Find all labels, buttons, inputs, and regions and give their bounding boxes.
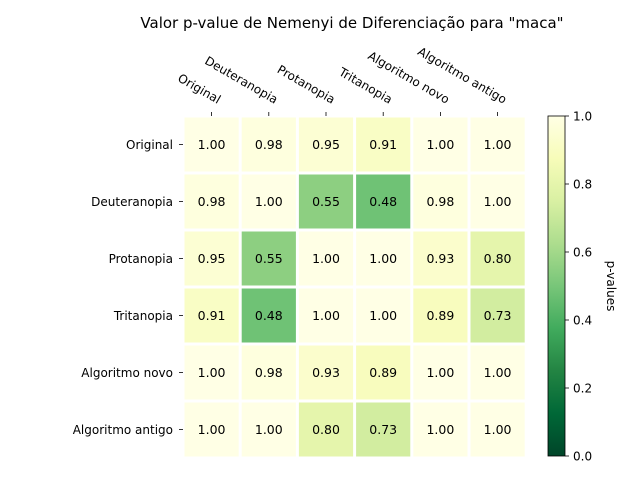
heatmap-cell — [413, 231, 468, 286]
cell-value-label: 0.98 — [198, 194, 226, 209]
colorbar: 0.0 0.2 0.4 0.6 0.8 1.0 p-values — [547, 110, 618, 464]
heatmap-cell — [470, 231, 525, 286]
cell-value-label: 0.73 — [369, 422, 397, 437]
cell-value-label: 0.98 — [255, 137, 283, 152]
heatmap-cell — [184, 117, 239, 172]
heatmap-cell — [413, 345, 468, 400]
cell-value-label: 1.00 — [198, 137, 226, 152]
cell-value-label: 1.00 — [198, 365, 226, 380]
cell-value-label: 0.55 — [255, 251, 283, 266]
heatmap-cell — [241, 174, 296, 229]
heatmap-cell — [298, 231, 354, 286]
heatmap-cell — [241, 402, 296, 457]
y-tick-label: Deuteranopia — [91, 195, 173, 209]
chart-title: Valor p-value de Nemenyi de Diferenciaçã… — [140, 14, 563, 32]
heatmap-cell — [356, 174, 411, 229]
cell-value-label: 1.00 — [484, 194, 512, 209]
cell-value-label: 0.91 — [369, 137, 397, 152]
cell-value-label: 0.48 — [255, 308, 283, 323]
colorbar-tick-label: 0.6 — [573, 246, 592, 260]
cell-value-label: 0.98 — [255, 365, 283, 380]
cell-value-label: 1.00 — [426, 137, 454, 152]
heatmap-cell — [470, 345, 525, 400]
cell-value-label: 0.93 — [312, 365, 340, 380]
heatmap-cell — [184, 231, 239, 286]
colorbar-tick-label: 0.0 — [573, 450, 592, 464]
cell-value-label: 1.00 — [484, 422, 512, 437]
cell-value-label: 0.80 — [484, 251, 512, 266]
x-tick-label: Protanopia — [275, 62, 338, 106]
cell-value-label: 1.00 — [198, 422, 226, 437]
heatmap-cell — [356, 117, 411, 172]
x-tick-label: Original — [175, 71, 223, 107]
heatmap-cell — [184, 288, 239, 343]
heatmap-cell — [470, 174, 525, 229]
heatmap-cell — [413, 117, 468, 172]
heatmap-cell — [356, 402, 411, 457]
heatmap-cell — [413, 402, 468, 457]
heatmap-cell — [413, 174, 468, 229]
cell-value-label: 0.93 — [426, 251, 454, 266]
cell-value-label: 1.00 — [426, 365, 454, 380]
cell-value-label: 0.89 — [426, 308, 454, 323]
heatmap-cell — [470, 117, 525, 172]
cell-value-label: 1.00 — [484, 365, 512, 380]
heatmap-cell — [184, 174, 239, 229]
x-tick-labels: OriginalDeuteranopiaProtanopiaTritanopia… — [175, 44, 509, 116]
cell-value-label: 1.00 — [426, 422, 454, 437]
heatmap-cell — [184, 402, 239, 457]
colorbar-ticks: 0.0 0.2 0.4 0.6 0.8 1.0 — [565, 110, 592, 464]
cell-value-label: 0.95 — [312, 137, 340, 152]
heatmap-cell — [356, 288, 411, 343]
heatmap-cell — [470, 402, 525, 457]
heatmap-cell — [241, 288, 296, 343]
cell-value-label: 0.48 — [369, 194, 397, 209]
heatmap-cell — [241, 117, 296, 172]
cell-value-label: 0.95 — [198, 251, 226, 266]
cell-value-label: 0.73 — [484, 308, 512, 323]
heatmap-cell — [413, 288, 468, 343]
heatmap-cell — [184, 345, 239, 400]
cell-value-label: 1.00 — [484, 137, 512, 152]
colorbar-tick-label: 1.0 — [573, 110, 592, 124]
heatmap-cell — [241, 345, 296, 400]
heatmap-cell — [356, 345, 411, 400]
y-tick-label: Algoritmo novo — [81, 366, 173, 380]
heatmap-cell — [298, 117, 354, 172]
colorbar-label: p-values — [604, 261, 618, 312]
cell-value-label: 0.55 — [312, 194, 340, 209]
heatmap-cells: 1.00 0.98 0.95 0.91 1.00 1.00 0.98 1.00 0.55 0.48… — [184, 117, 525, 457]
cell-value-label: 0.98 — [426, 194, 454, 209]
cell-value-label: 1.00 — [369, 308, 397, 323]
heatmap-cell — [356, 231, 411, 286]
y-tick-labels: Original Deuteranopia Protanopia Tritanopia… — [73, 138, 183, 437]
heatmap-cell — [470, 288, 525, 343]
cell-value-label: 1.00 — [312, 251, 340, 266]
heatmap-cell — [298, 345, 354, 400]
colorbar-tick-label: 0.4 — [573, 314, 592, 328]
colorbar-bar — [547, 115, 566, 457]
heatmap-cell — [298, 288, 354, 343]
y-tick-label: Protanopia — [109, 252, 173, 266]
cell-value-label: 1.00 — [312, 308, 340, 323]
cell-value-label: 0.89 — [369, 365, 397, 380]
cell-value-label: 1.00 — [255, 422, 283, 437]
colorbar-tick-label: 0.8 — [573, 178, 592, 192]
heatmap-cell — [298, 402, 354, 457]
y-tick-label: Tritanopia — [113, 309, 173, 323]
cell-value-label: 0.91 — [198, 308, 226, 323]
cell-value-label: 0.80 — [312, 422, 340, 437]
cell-value-label: 1.00 — [369, 251, 397, 266]
heatmap-cell — [298, 174, 354, 229]
heatmap-cell — [241, 231, 296, 286]
cell-value-label: 1.00 — [255, 194, 283, 209]
colorbar-tick-label: 0.2 — [573, 382, 592, 396]
y-tick-label: Algoritmo antigo — [73, 423, 173, 437]
y-tick-label: Original — [126, 138, 173, 152]
